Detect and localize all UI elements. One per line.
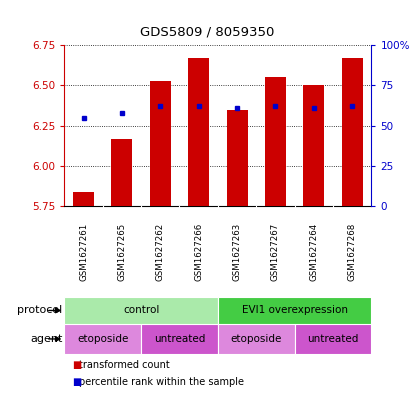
Text: transformed count: transformed count xyxy=(79,360,170,370)
Bar xyxy=(188,58,209,206)
Bar xyxy=(141,324,218,354)
Text: untreated: untreated xyxy=(308,334,359,344)
Text: EVI1 overexpression: EVI1 overexpression xyxy=(242,305,348,316)
Bar xyxy=(265,77,286,206)
Text: untreated: untreated xyxy=(154,334,205,344)
Bar xyxy=(218,324,295,354)
Bar xyxy=(342,58,363,206)
Text: GSM1627265: GSM1627265 xyxy=(117,222,127,281)
Text: ■: ■ xyxy=(72,360,81,370)
Text: agent: agent xyxy=(30,334,62,344)
Text: GSM1627263: GSM1627263 xyxy=(232,222,242,281)
Text: GSM1627268: GSM1627268 xyxy=(348,222,357,281)
Bar xyxy=(303,86,325,206)
Text: percentile rank within the sample: percentile rank within the sample xyxy=(79,377,244,387)
Bar xyxy=(218,297,371,324)
Text: GSM1627266: GSM1627266 xyxy=(194,222,203,281)
Text: GSM1627261: GSM1627261 xyxy=(79,222,88,281)
Text: protocol: protocol xyxy=(17,305,62,316)
Bar xyxy=(64,297,218,324)
Text: etoposide: etoposide xyxy=(231,334,282,344)
Bar xyxy=(295,324,371,354)
Text: etoposide: etoposide xyxy=(77,334,128,344)
Bar xyxy=(227,110,248,206)
Text: GDS5809 / 8059350: GDS5809 / 8059350 xyxy=(140,26,275,39)
Bar xyxy=(150,81,171,206)
Bar xyxy=(73,192,94,206)
Text: GSM1627264: GSM1627264 xyxy=(309,222,318,281)
Text: control: control xyxy=(123,305,159,316)
Text: GSM1627267: GSM1627267 xyxy=(271,222,280,281)
Text: ■: ■ xyxy=(72,377,81,387)
Bar xyxy=(111,139,132,206)
Text: GSM1627262: GSM1627262 xyxy=(156,222,165,281)
Bar xyxy=(64,324,141,354)
